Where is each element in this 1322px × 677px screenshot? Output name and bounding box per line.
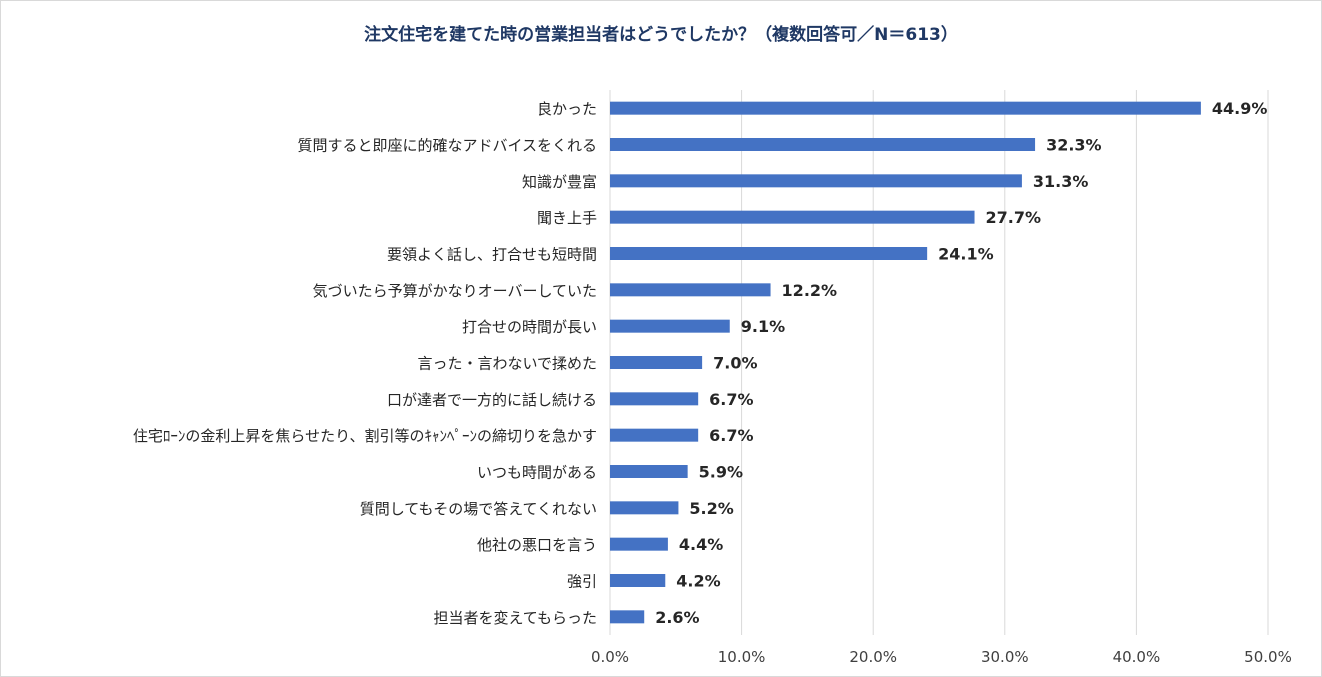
value-label: 2.6%: [655, 608, 699, 627]
value-label: 4.2%: [676, 572, 720, 591]
value-label: 24.1%: [938, 245, 994, 264]
bar: [610, 319, 730, 333]
bar: [610, 138, 1036, 151]
value-label: 32.3%: [1046, 136, 1102, 155]
category-label: 知識が豊富: [522, 173, 597, 191]
bar: [610, 537, 668, 551]
bar: [610, 356, 703, 369]
category-label: 質問してもその場で答えてくれない: [360, 500, 597, 518]
value-label: 6.7%: [709, 426, 753, 445]
chart-title: 注文住宅を建てた時の営業担当者はどうでしたか？（複数回答可／N＝613）: [364, 25, 958, 45]
labels: 0.0% 10.0% 20.0% 30.0% 40.0% 50.0% 良かった 44.9% 質問…: [133, 99, 1292, 666]
bars: [610, 101, 1201, 624]
x-tick-label: 10.0%: [718, 648, 766, 666]
bar: [610, 610, 645, 624]
category-label: 担当者を変えてもらった: [433, 609, 597, 627]
value-label: 12.2%: [782, 281, 838, 300]
x-tick-label: 40.0%: [1113, 648, 1161, 666]
category-label: 住宅ﾛｰﾝの金利上昇を焦らせたり、割引等のｷｬﾝﾍﾟｰﾝの締切りを急かす: [133, 427, 597, 445]
x-tick-label: 0.0%: [591, 648, 629, 666]
value-label: 6.7%: [709, 390, 753, 409]
category-label: 打合せの時間が長い: [462, 318, 597, 336]
value-label: 5.2%: [689, 499, 733, 518]
category-label: 気づいたら予算がかなりオーバーしていた: [313, 282, 597, 300]
category-label: 要領よく話し、打合せも短時間: [387, 246, 597, 264]
bar: [610, 501, 679, 515]
bar: [610, 283, 771, 297]
value-label: 27.7%: [986, 208, 1042, 227]
value-label: 31.3%: [1033, 172, 1089, 191]
value-label: 7.0%: [713, 354, 757, 373]
x-tick-label: 20.0%: [849, 648, 897, 666]
category-label: 質問すると即座に的確なアドバイスをくれる: [297, 137, 597, 155]
bar: [610, 574, 666, 587]
category-label: 他社の悪口を言う: [477, 536, 597, 554]
bar: [610, 392, 699, 406]
bar: [610, 247, 928, 260]
x-tick-label: 50.0%: [1244, 648, 1292, 666]
category-label: 聞き上手: [537, 209, 597, 227]
value-label: 5.9%: [699, 463, 743, 482]
category-label: 良かった: [537, 100, 597, 118]
x-tick-label: 30.0%: [981, 648, 1029, 666]
value-label: 44.9%: [1212, 99, 1268, 118]
value-label: 9.1%: [741, 317, 785, 336]
category-label: 言った・言わないで揉めた: [417, 355, 597, 373]
bar: [610, 465, 688, 478]
value-label: 4.4%: [679, 535, 723, 554]
category-label: 強引: [567, 573, 597, 591]
bar: [610, 428, 699, 442]
category-label: 口が達者で一方的に話し続ける: [387, 391, 597, 409]
bar: [610, 101, 1201, 115]
category-label: いつも時間がある: [477, 464, 597, 482]
bar: [610, 174, 1022, 188]
bar: [610, 210, 975, 224]
